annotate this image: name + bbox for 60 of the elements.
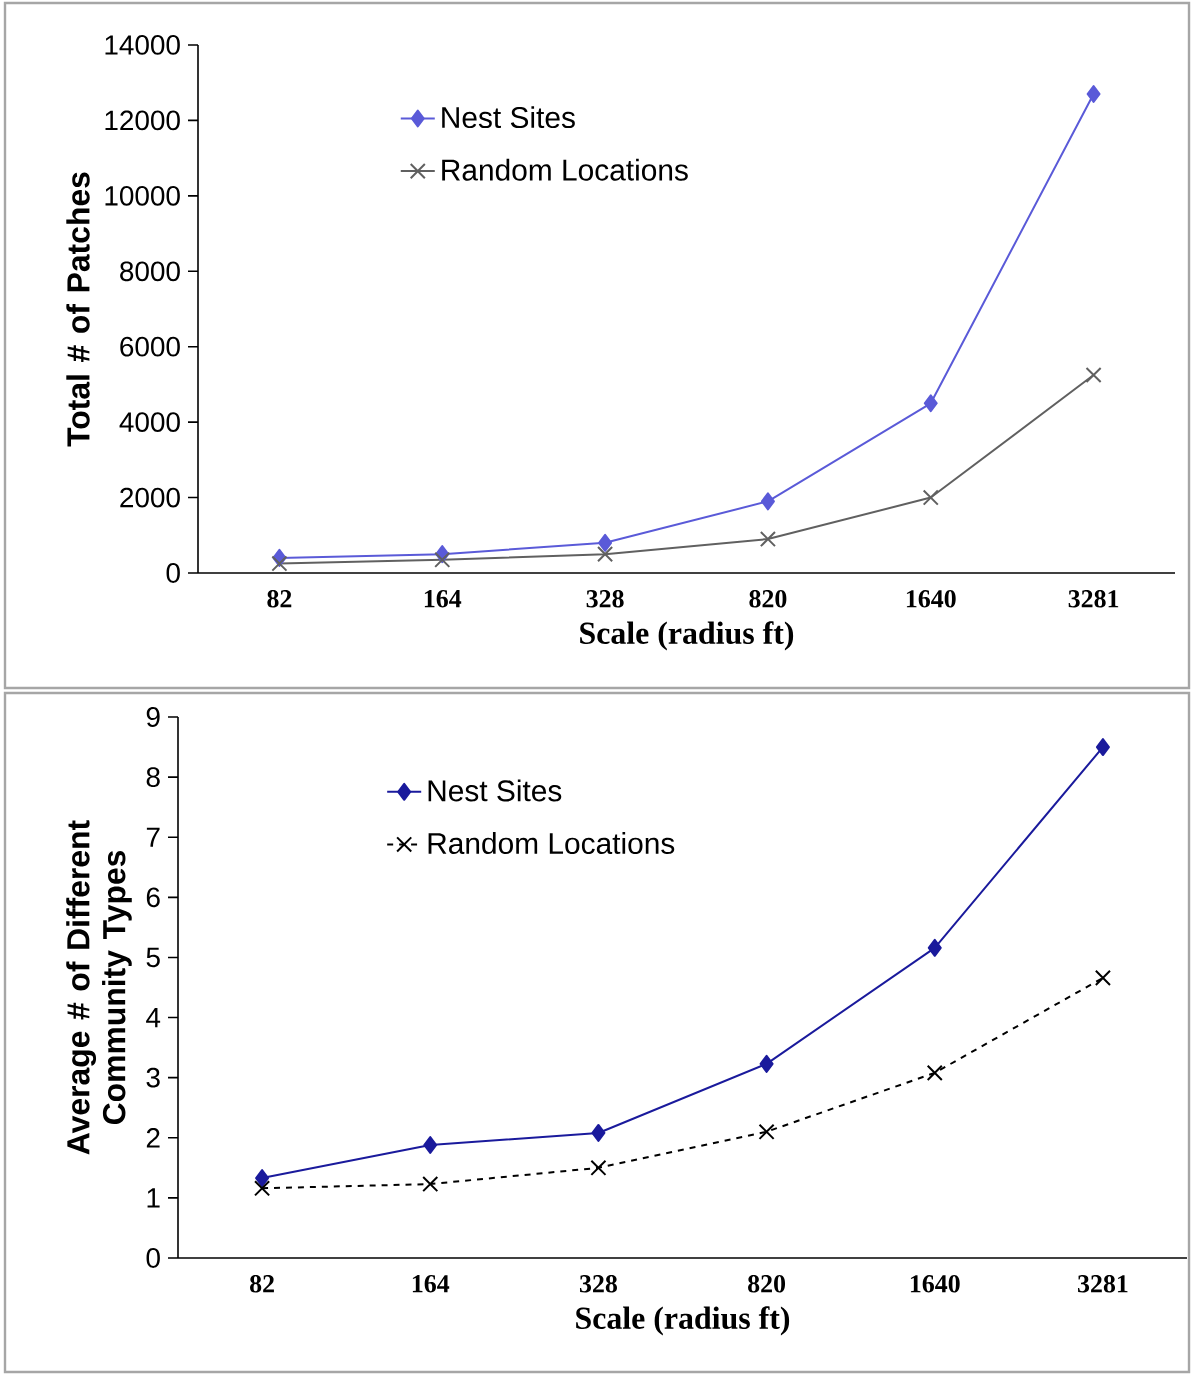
x-tick-label: 82: [267, 590, 292, 608]
legend-label: Nest Sites: [442, 106, 575, 129]
x-tick-label: 1640: [906, 590, 956, 608]
point: [759, 530, 776, 548]
point: [927, 938, 942, 957]
y-tick-label: 2: [146, 1128, 160, 1148]
y-tick-label: 8000: [120, 261, 180, 282]
point: [759, 1054, 774, 1073]
y-tick-label: 3: [146, 1067, 160, 1088]
y-tick-label: 12000: [105, 110, 180, 131]
x-tick-label: 328: [579, 1275, 617, 1293]
point: [597, 546, 614, 563]
legend-label: Nest Sites: [428, 779, 562, 802]
point: [254, 1180, 271, 1197]
point: [590, 1159, 607, 1176]
x-tick-label: 1640: [910, 1275, 960, 1293]
point: [434, 551, 451, 568]
y-tick-label: 0: [166, 563, 180, 583]
x-axis-title: Scale (radius ft): [576, 1306, 790, 1336]
y-tick-label: 4: [146, 1007, 161, 1028]
x-tick-label: 820: [748, 1275, 786, 1293]
y-tick-label: 14000: [105, 35, 180, 55]
point: [926, 1064, 943, 1081]
y-tick-label: 9: [146, 707, 160, 727]
point: [423, 1135, 438, 1154]
y-tick-label: 2000: [120, 487, 180, 508]
legend-label: Random Locations: [442, 158, 688, 181]
point: [1086, 85, 1101, 104]
x-tick-label: 164: [424, 590, 462, 608]
point: [760, 492, 775, 511]
point: [591, 1123, 606, 1142]
point: [922, 489, 939, 506]
y-tick-label: 6000: [120, 336, 180, 357]
y-tick-label: 6: [146, 887, 160, 908]
y-axis-title: Total # of Patches: [66, 172, 90, 447]
y-tick-label: 1: [147, 1188, 160, 1208]
y-tick-label: 5: [146, 947, 160, 968]
point: [1095, 738, 1110, 757]
x-axis-title: Scale (radius ft): [580, 621, 794, 651]
x-tick-label: 820: [749, 590, 787, 608]
y-tick-label: 10000: [105, 185, 180, 206]
point: [1094, 969, 1111, 986]
legend-label: Random Locations: [428, 832, 675, 855]
point: [271, 555, 288, 572]
y-tick-label: 4000: [119, 412, 180, 433]
y-tick-label: 8: [146, 767, 160, 787]
point: [255, 1169, 270, 1188]
x-tick-label: 164: [412, 1275, 450, 1293]
y-tick-label: 0: [146, 1248, 160, 1268]
point: [422, 1175, 439, 1193]
x-tick-label: 3281: [1077, 1275, 1128, 1293]
y-tick-label: 7: [146, 827, 160, 847]
x-tick-label: 328: [586, 590, 624, 608]
point: [598, 533, 613, 552]
x-tick-label: 82: [250, 1275, 274, 1293]
point: [923, 394, 938, 413]
x-tick-label: 3281: [1068, 590, 1119, 608]
point: [1085, 366, 1102, 384]
point: [758, 1123, 775, 1140]
y-axis-title: Average # of Different Community Types: [66, 820, 132, 1155]
